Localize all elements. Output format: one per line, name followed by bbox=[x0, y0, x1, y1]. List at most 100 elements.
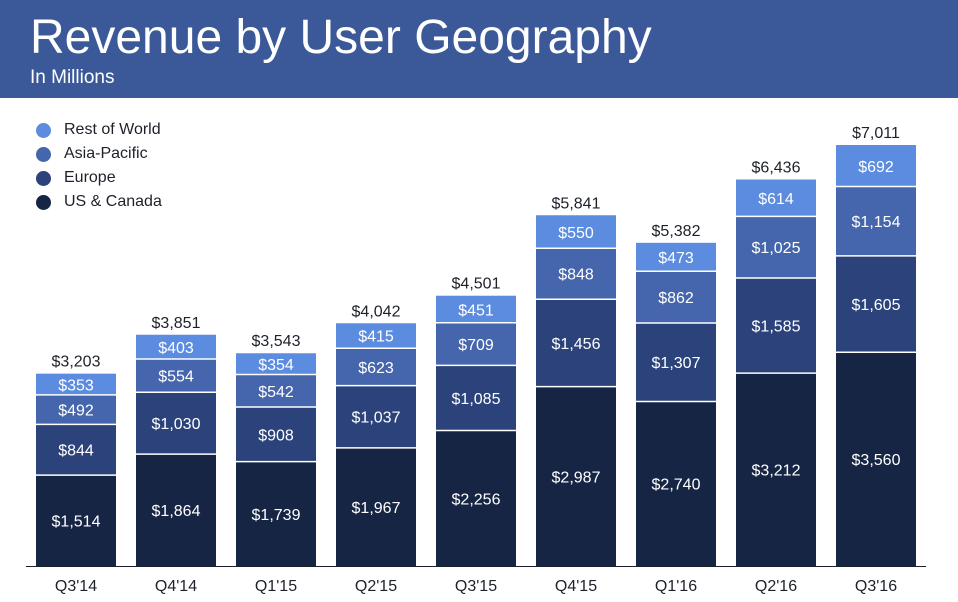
bar-segment-us-canada bbox=[436, 430, 516, 566]
legend-swatch-europe bbox=[36, 170, 51, 186]
x-tick-label: Q3'16 bbox=[855, 578, 897, 595]
legend-label-asia-pacific: Asia-Pacific bbox=[64, 145, 148, 162]
total-label: $5,382 bbox=[652, 223, 701, 240]
bar-segment-us-canada bbox=[36, 475, 116, 566]
bar-segment-europe bbox=[836, 255, 916, 353]
bar-segment-europe bbox=[236, 407, 316, 462]
bar-segment-us-canada bbox=[536, 386, 616, 566]
bar-segment-rest-of-world bbox=[336, 323, 416, 349]
x-tick-label: Q1'15 bbox=[255, 578, 297, 595]
x-tick-label: Q2'16 bbox=[755, 578, 797, 595]
x-tick-label: Q4'15 bbox=[555, 578, 597, 595]
data-label-asia-pacific: $1,154 bbox=[852, 214, 901, 231]
bar-segment-rest-of-world bbox=[836, 145, 916, 187]
bar-segment-us-canada bbox=[236, 461, 316, 566]
data-label-europe: $1,307 bbox=[652, 355, 701, 372]
data-label-asia-pacific: $848 bbox=[558, 267, 594, 284]
data-label-europe: $844 bbox=[58, 443, 94, 460]
bar-segment-asia-pacific bbox=[636, 271, 716, 323]
header-banner: Revenue by User Geography In Millions bbox=[0, 0, 958, 98]
legend: Rest of World Asia-Pacific Europe US & C… bbox=[36, 118, 162, 214]
bar-segment-europe bbox=[136, 392, 216, 455]
bar-segment-rest-of-world bbox=[736, 179, 816, 217]
total-label: $7,011 bbox=[852, 125, 900, 142]
bar-segment-rest-of-world bbox=[436, 295, 516, 323]
legend-swatch-us-canada bbox=[36, 194, 51, 210]
legend-label-europe: Europe bbox=[64, 169, 116, 186]
data-label-asia-pacific: $542 bbox=[258, 384, 294, 401]
bar-segment-asia-pacific bbox=[136, 358, 216, 393]
data-label-us-canada: $2,987 bbox=[552, 469, 601, 486]
bar-segment-europe bbox=[36, 424, 116, 476]
bar-segment-asia-pacific bbox=[836, 186, 916, 256]
legend-item-us-canada: US & Canada bbox=[36, 190, 162, 214]
data-label-asia-pacific: $709 bbox=[458, 337, 494, 354]
x-tick-label: Q2'15 bbox=[355, 578, 397, 595]
bar-segment-europe bbox=[636, 322, 716, 402]
data-label-us-canada: $3,560 bbox=[852, 452, 901, 469]
x-tick-label: Q3'15 bbox=[455, 578, 497, 595]
total-label: $3,851 bbox=[152, 315, 201, 332]
data-label-asia-pacific: $554 bbox=[158, 369, 194, 386]
bar-segment-europe bbox=[336, 385, 416, 448]
x-tick-label: Q3'14 bbox=[55, 578, 97, 595]
x-tick-label: Q4'14 bbox=[155, 578, 197, 595]
legend-label-us-canada: US & Canada bbox=[64, 193, 162, 210]
bar-segment-asia-pacific bbox=[36, 394, 116, 425]
bar-segment-us-canada bbox=[136, 454, 216, 566]
data-label-us-canada: $2,256 bbox=[452, 491, 501, 508]
data-label-us-canada: $2,740 bbox=[652, 477, 701, 494]
bar-segment-asia-pacific bbox=[236, 374, 316, 408]
chart-subtitle: In Millions bbox=[30, 67, 115, 88]
data-label-europe: $1,456 bbox=[552, 336, 601, 353]
data-label-europe: $1,085 bbox=[452, 391, 501, 408]
total-label: $3,203 bbox=[52, 354, 101, 371]
data-label-rest-of-world: $614 bbox=[758, 191, 794, 208]
data-label-us-canada: $1,514 bbox=[52, 514, 101, 531]
data-label-europe: $1,030 bbox=[152, 416, 201, 433]
data-label-us-canada: $1,967 bbox=[352, 500, 401, 517]
bar-segment-us-canada bbox=[736, 373, 816, 566]
data-label-asia-pacific: $862 bbox=[658, 290, 694, 307]
bar-segment-us-canada bbox=[636, 401, 716, 566]
legend-item-asia-pacific: Asia-Pacific bbox=[36, 142, 162, 166]
data-label-europe: $1,605 bbox=[852, 297, 901, 314]
chart-title: Revenue by User Geography bbox=[30, 11, 652, 64]
data-label-rest-of-world: $354 bbox=[258, 357, 294, 374]
bar-segment-rest-of-world bbox=[636, 242, 716, 272]
bar-segment-europe bbox=[436, 365, 516, 431]
data-label-us-canada: $1,739 bbox=[252, 507, 301, 524]
bar-segment-asia-pacific bbox=[336, 348, 416, 386]
bar-segment-rest-of-world bbox=[136, 334, 216, 359]
data-label-rest-of-world: $451 bbox=[458, 302, 494, 319]
data-label-asia-pacific: $1,025 bbox=[752, 240, 801, 257]
data-label-rest-of-world: $403 bbox=[158, 340, 194, 357]
legend-item-europe: Europe bbox=[36, 166, 162, 190]
bar-segment-asia-pacific bbox=[736, 216, 816, 278]
data-label-asia-pacific: $492 bbox=[58, 403, 94, 420]
data-label-asia-pacific: $623 bbox=[358, 360, 394, 377]
data-label-rest-of-world: $353 bbox=[58, 377, 94, 394]
bar-segment-europe bbox=[736, 277, 816, 374]
data-label-rest-of-world: $473 bbox=[658, 250, 694, 267]
legend-swatch-rest-of-world bbox=[36, 122, 51, 138]
bar-segment-rest-of-world bbox=[536, 215, 616, 249]
bar-segment-asia-pacific bbox=[436, 322, 516, 366]
legend-item-rest-of-world: Rest of World bbox=[36, 118, 162, 142]
data-label-rest-of-world: $415 bbox=[358, 329, 394, 346]
data-label-rest-of-world: $692 bbox=[858, 159, 894, 176]
bar-segment-rest-of-world bbox=[236, 353, 316, 375]
total-label: $3,543 bbox=[252, 333, 301, 350]
data-label-europe: $908 bbox=[258, 427, 294, 444]
data-label-us-canada: $1,864 bbox=[152, 503, 201, 520]
total-label: $5,841 bbox=[552, 195, 601, 212]
bar-segment-us-canada bbox=[336, 447, 416, 566]
legend-swatch-asia-pacific bbox=[36, 146, 51, 162]
x-tick-label: Q1'16 bbox=[655, 578, 697, 595]
bar-segment-europe bbox=[536, 299, 616, 387]
bar-segment-asia-pacific bbox=[536, 248, 616, 300]
data-label-us-canada: $3,212 bbox=[752, 463, 801, 480]
bar-segment-rest-of-world bbox=[36, 373, 116, 395]
data-label-rest-of-world: $550 bbox=[558, 225, 594, 242]
